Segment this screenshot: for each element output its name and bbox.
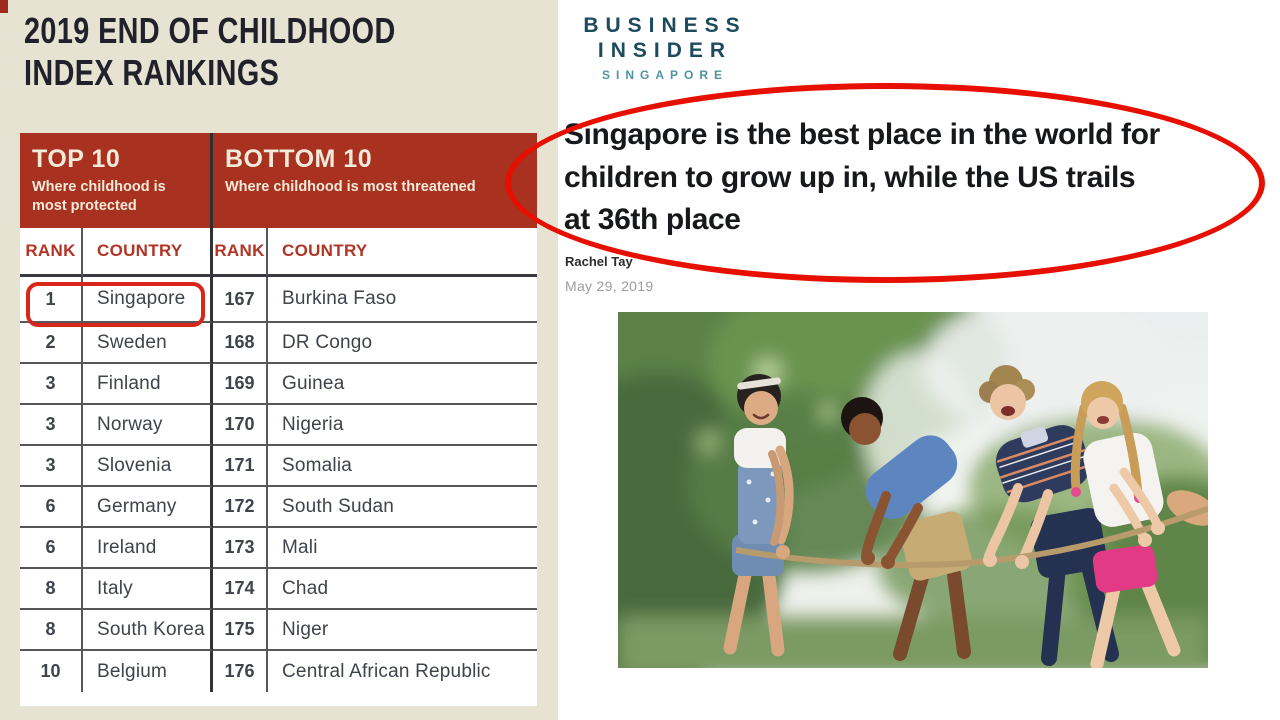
table-header-band: TOP 10 Where childhood is most protected… xyxy=(20,133,537,228)
rank-cell: 3 xyxy=(20,405,83,446)
rank-cell: 6 xyxy=(20,487,83,528)
col-header-rank: RANK xyxy=(213,228,268,277)
rank-cell: 169 xyxy=(213,364,268,405)
rank-cell: 176 xyxy=(213,651,268,692)
country-cell: Sweden xyxy=(83,323,213,364)
country-cell: Nigeria xyxy=(268,405,537,446)
country-cell: South Sudan xyxy=(268,487,537,528)
rank-cell: 175 xyxy=(213,610,268,651)
rank-cell: 6 xyxy=(20,528,83,569)
article-headline: Singapore is the best place in the world… xyxy=(564,118,1160,237)
rank-cell: 10 xyxy=(20,651,83,692)
country-cell: Somalia xyxy=(268,446,537,487)
bottom10-title: BOTTOM 10 xyxy=(225,145,373,173)
rank-cell: 167 xyxy=(213,277,268,323)
rank-cell: 3 xyxy=(20,364,83,405)
rank-cell: 8 xyxy=(20,610,83,651)
singapore-rank-highlight-box xyxy=(26,282,205,327)
rank-cell: 2 xyxy=(20,323,83,364)
rank-cell: 3 xyxy=(20,446,83,487)
article-byline: Rachel Tay xyxy=(565,254,633,269)
top10-title: TOP 10 xyxy=(32,145,121,173)
rank-cell: 1 xyxy=(20,277,83,323)
business-insider-logo: BUSINESS INSIDER SINGAPORE xyxy=(575,14,755,82)
country-cell: Mali xyxy=(268,528,537,569)
rankings-grid: RANK COUNTRY RANK COUNTRY 1 Singapore 16… xyxy=(20,228,537,706)
country-cell: Singapore xyxy=(83,277,213,323)
col-header-country: COUNTRY xyxy=(268,228,537,277)
country-cell: Burkina Faso xyxy=(268,277,537,323)
rankings-table: TOP 10 Where childhood is most protected… xyxy=(20,133,537,706)
rank-cell: 173 xyxy=(213,528,268,569)
infographic-panel: 2019 END OF CHILDHOOD INDEX RANKINGS TOP… xyxy=(0,0,558,720)
country-cell: Central African Republic xyxy=(282,660,491,682)
article-date: May 29, 2019 xyxy=(565,278,654,294)
rank-cell: 172 xyxy=(213,487,268,528)
col-header-country: COUNTRY xyxy=(83,228,213,277)
col-header-rank: RANK xyxy=(20,228,83,277)
country-cell: Slovenia xyxy=(83,446,213,487)
country-cell: Belgium xyxy=(83,651,213,692)
children-tug-of-war-photo xyxy=(618,312,1208,668)
country-cell: South Korea xyxy=(83,610,213,651)
country-cell: Ireland xyxy=(83,528,213,569)
rank-cell: 171 xyxy=(213,446,268,487)
rank-cell: 168 xyxy=(213,323,268,364)
country-cell: Finland xyxy=(83,364,213,405)
country-cell: Italy xyxy=(83,569,213,610)
brand-line-2: INSIDER xyxy=(597,38,733,62)
country-cell: DR Congo xyxy=(268,323,537,364)
country-cell: Norway xyxy=(83,405,213,446)
top10-header-cell: TOP 10 Where childhood is most protected xyxy=(20,133,213,228)
children-photo-illustration xyxy=(618,312,1208,668)
rank-cell: 8 xyxy=(20,569,83,610)
rank-cell: 174 xyxy=(213,569,268,610)
bottom10-subtitle: Where childhood is most threatened xyxy=(225,179,476,195)
country-cell: Chad xyxy=(268,569,537,610)
country-cell: Germany xyxy=(83,487,213,528)
infographic-title: 2019 END OF CHILDHOOD INDEX RANKINGS xyxy=(24,10,396,93)
brand-line-1: BUSINESS xyxy=(583,14,747,37)
bottom10-header-cell: BOTTOM 10 Where childhood is most threat… xyxy=(213,133,537,228)
country-cell: Guinea xyxy=(268,364,537,405)
top10-subtitle: Where childhood is most protected xyxy=(32,179,166,214)
brand-region: SINGAPORE xyxy=(601,67,728,82)
corner-red-artifact xyxy=(0,0,8,13)
rank-cell: 170 xyxy=(213,405,268,446)
article-panel: BUSINESS INSIDER SINGAPORE Singapore is … xyxy=(558,0,1280,720)
country-cell: Niger xyxy=(268,610,537,651)
rope xyxy=(735,505,1208,569)
